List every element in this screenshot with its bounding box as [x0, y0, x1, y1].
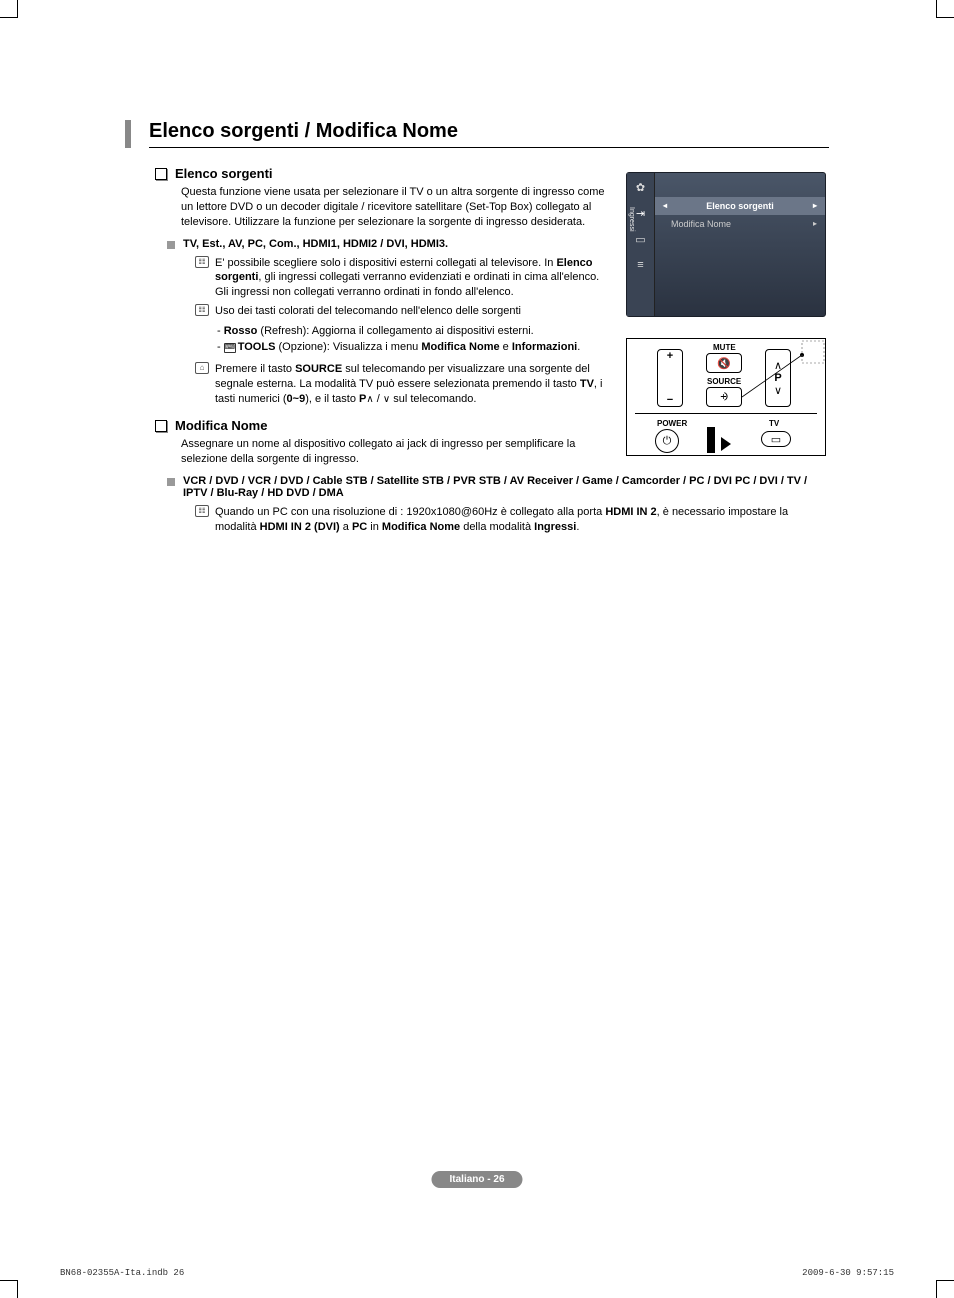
osd-menu-screenshot: ✿ ⇥ ▭ ≡ Ingressi ◂ Elenco sorgenti ▸ Mod…	[626, 172, 826, 317]
volume-rocker: + −	[657, 349, 683, 407]
square-subbullet-icon	[167, 241, 175, 249]
play-icon	[721, 437, 731, 451]
square-bullet-icon	[155, 420, 167, 432]
page-title: Elenco sorgenti / Modifica Nome	[149, 120, 829, 148]
ir-led-icon	[707, 427, 715, 453]
display-icon: ▭	[633, 231, 649, 247]
mute-label: MUTE	[713, 343, 736, 352]
osd-item: Modifica Nome ▸	[655, 215, 825, 233]
note-icon: 𝌮	[195, 256, 209, 268]
source-label: SOURCE	[707, 377, 741, 386]
mute-button: 🔇	[706, 353, 742, 373]
crop-mark-tr	[936, 0, 954, 18]
title-bar: Elenco sorgenti / Modifica Nome	[125, 120, 829, 148]
caret-left-icon: ◂	[663, 201, 667, 211]
chevron-up-icon: ∧	[774, 359, 782, 372]
crop-mark-tl	[0, 0, 18, 18]
square-subbullet-icon	[167, 478, 175, 486]
section-body: Assegnare un nome al dispositivo collega…	[181, 437, 611, 467]
remote-panel-diagram: MUTE 🔇 SOURCE ⨮ + − ∧ P ∨ POWER ⏻ TV ▭	[626, 338, 826, 456]
tv-label: TV	[769, 419, 779, 428]
page-number-badge: Italiano - 26	[431, 1171, 522, 1188]
note-text: Quando un PC con una risoluzione di : 19…	[215, 505, 829, 535]
plus-icon: +	[667, 350, 673, 362]
tools-icon: ⌨	[224, 343, 236, 353]
square-bullet-icon	[155, 168, 167, 180]
minus-icon: −	[667, 394, 673, 406]
osd-main: ◂ Elenco sorgenti ▸ Modifica Nome ▸	[655, 173, 825, 316]
osd-item-selected: ◂ Elenco sorgenti ▸	[655, 197, 825, 215]
sub-item: VCR / DVD / VCR / DVD / Cable STB / Sate…	[183, 475, 823, 499]
crop-mark-bl	[0, 1280, 18, 1298]
section-heading: Elenco sorgenti	[175, 166, 273, 181]
footer-file: BN68-02355A-Ita.indb 26	[60, 1268, 184, 1278]
source-button: ⨮	[706, 387, 742, 407]
section-heading: Modifica Nome	[175, 418, 267, 433]
note-text: Uso dei tasti colorati del telecomando n…	[215, 304, 521, 319]
chevron-down-icon: ∨	[774, 384, 782, 397]
gear-icon: ✿	[633, 179, 649, 195]
note-text: Premere il tasto SOURCE sul telecomando …	[215, 362, 615, 407]
caret-right-icon: ▸	[813, 219, 817, 229]
note-icon: 𝌮	[195, 505, 209, 517]
section-body: Questa funzione viene usata per selezion…	[181, 185, 611, 230]
caret-right-icon: ▸	[813, 201, 817, 211]
remote-hint-icon: ⌂	[195, 362, 209, 374]
dash-item: - Rosso (Refresh): Aggiorna il collegame…	[217, 323, 829, 340]
crop-mark-br	[936, 1280, 954, 1298]
osd-icon-column: ✿ ⇥ ▭ ≡	[627, 173, 655, 316]
osd-tab-label: Ingressi	[628, 207, 635, 232]
note-icon: 𝌮	[195, 304, 209, 316]
power-button: ⏻	[655, 429, 679, 453]
footer-timestamp: 2009-6-30 9:57:15	[802, 1268, 894, 1278]
note-text: E' possibile scegliere solo i dispositiv…	[215, 256, 615, 301]
tv-button: ▭	[761, 431, 791, 447]
divider	[635, 413, 817, 414]
support-icon: ≡	[633, 257, 649, 273]
arrow-up-icon	[366, 393, 373, 405]
channel-rocker: ∧ P ∨	[765, 349, 791, 407]
power-label: POWER	[657, 419, 687, 428]
